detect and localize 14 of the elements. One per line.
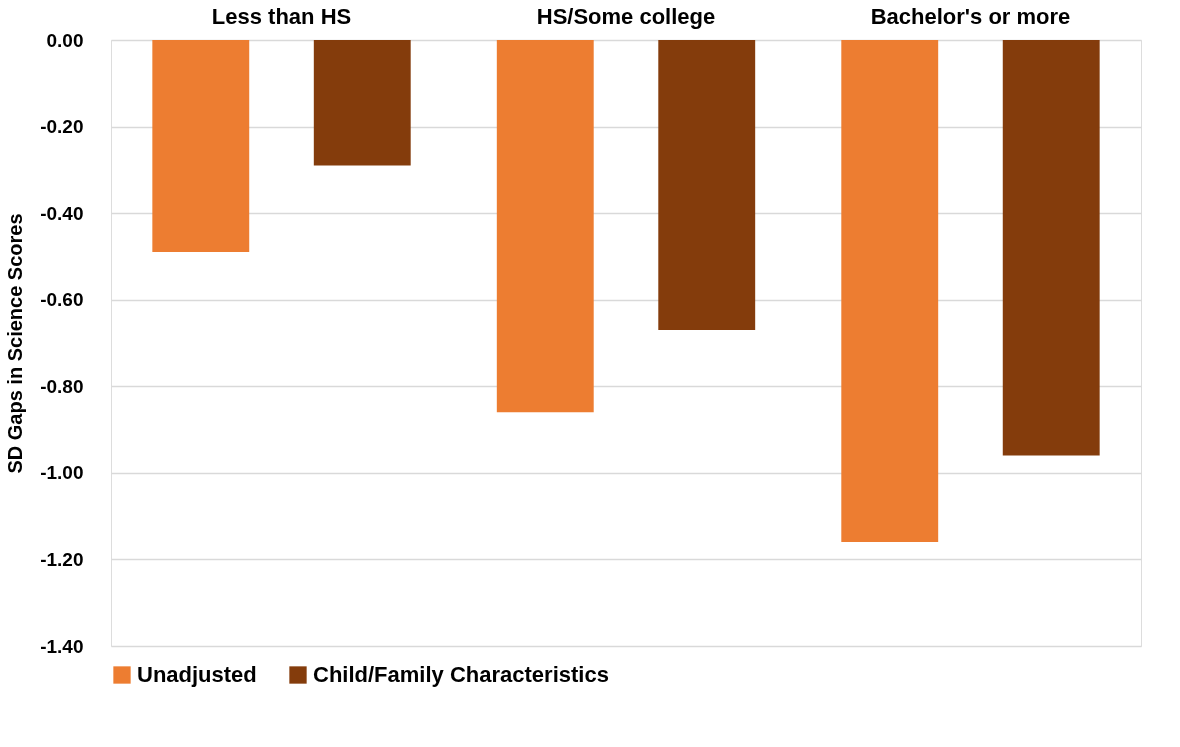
legend-label: Child/Family Characteristics <box>313 662 609 687</box>
y-tick-label: -0.40 <box>40 202 84 224</box>
y-tick-label: -0.60 <box>40 289 84 311</box>
y-tick-label: -1.20 <box>40 548 84 570</box>
x-tick-label: HS/Some college <box>536 3 716 29</box>
y-tick-label: 0.00 <box>46 29 84 51</box>
y-tick-label: -0.20 <box>40 116 84 138</box>
y-tick-label: -1.40 <box>40 635 84 657</box>
y-tick-label: -1.00 <box>40 462 84 484</box>
legend-label: Unadjusted <box>137 662 257 687</box>
y-axis-title: SD Gaps in Science Scores <box>4 213 27 474</box>
y-tick-label: -0.80 <box>40 375 84 397</box>
x-tick-label: Less than HS <box>211 3 352 29</box>
x-tick-label: Bachelor's or more <box>870 3 1071 29</box>
